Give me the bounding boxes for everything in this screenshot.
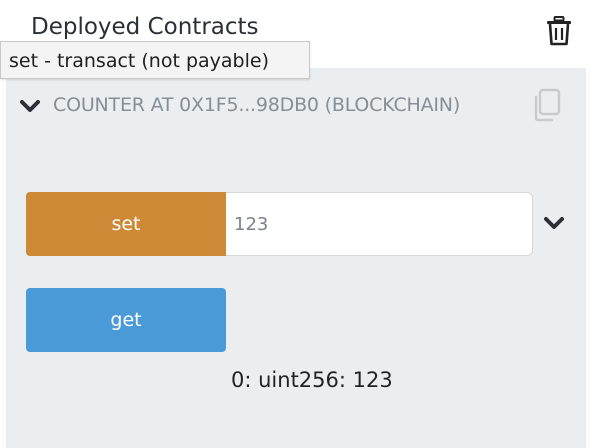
chevron-down-icon[interactable] bbox=[19, 97, 41, 115]
section-title: Deployed Contracts bbox=[31, 14, 259, 40]
copy-icon[interactable] bbox=[531, 88, 561, 122]
trash-icon[interactable] bbox=[546, 16, 572, 46]
get-result-value: 0: uint256: 123 bbox=[231, 368, 393, 392]
chevron-down-icon[interactable] bbox=[543, 214, 565, 232]
set-function-button[interactable]: set bbox=[26, 192, 226, 256]
contract-title[interactable]: COUNTER AT 0X1F5...98DB0 (BLOCKCHAIN) bbox=[53, 94, 461, 116]
set-argument-input[interactable] bbox=[226, 192, 533, 256]
get-function-button[interactable]: get bbox=[26, 288, 226, 352]
tooltip: set - transact (not payable) bbox=[0, 41, 310, 79]
contract-panel bbox=[6, 68, 586, 448]
